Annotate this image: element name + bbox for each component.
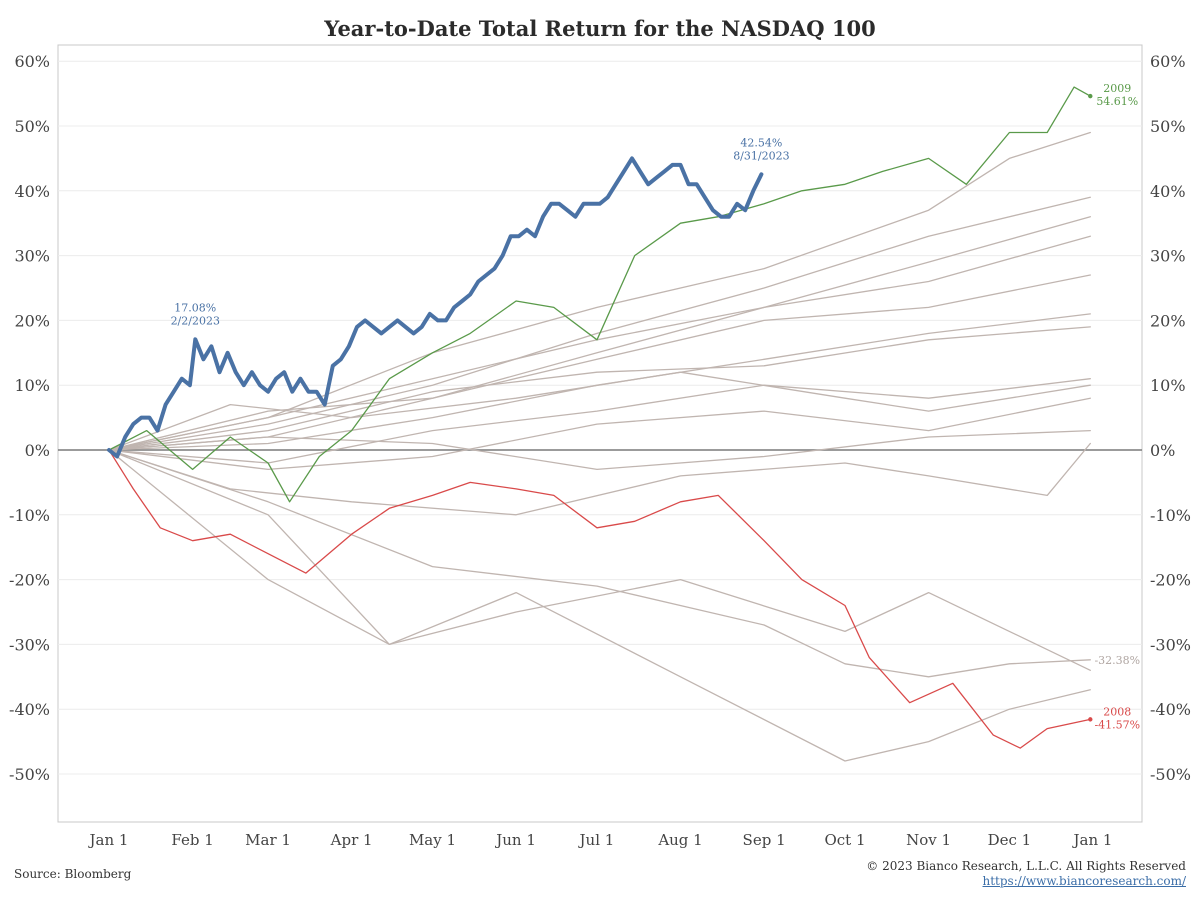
series-line-other xyxy=(108,449,1091,671)
x-tick-label: Jan 1 xyxy=(88,831,129,849)
y-tick-label-left: 0% xyxy=(25,441,50,460)
series-line-other xyxy=(108,449,1091,762)
y-tick-label-right: 0% xyxy=(1150,441,1175,460)
website-link[interactable]: https://www.biancoresearch.com/ xyxy=(982,874,1186,888)
data-label: 2009 xyxy=(1103,82,1131,95)
data-label: 2008 xyxy=(1103,705,1131,718)
source-note: Source: Bloomberg xyxy=(14,867,132,881)
y-tick-label-left: -30% xyxy=(9,635,50,654)
y-tick-label-right: -30% xyxy=(1150,635,1191,654)
y-tick-label-right: 40% xyxy=(1150,182,1186,201)
series-line-2009 xyxy=(108,86,1091,503)
x-tick-label: Jun 1 xyxy=(494,831,536,849)
y-tick-label-right: 60% xyxy=(1150,52,1186,71)
series-line-2008 xyxy=(108,449,1091,749)
series-line-other xyxy=(108,429,1091,471)
chart-title: Year-to-Date Total Return for the NASDAQ… xyxy=(324,16,876,41)
x-tick-label: Jan 1 xyxy=(1072,831,1113,849)
y-tick-label-left: 40% xyxy=(14,182,50,201)
y-tick-label-left: -50% xyxy=(9,765,50,784)
series-end-marker-2009 xyxy=(1088,93,1093,99)
data-label: -32.38% xyxy=(1094,654,1140,667)
data-label: 2/2/2023 xyxy=(171,314,220,327)
data-label: 17.08% xyxy=(174,301,216,314)
x-tick-label: Oct 1 xyxy=(824,831,865,849)
y-tick-label-right: 20% xyxy=(1150,311,1186,330)
x-tick-label: May 1 xyxy=(409,831,456,849)
x-tick-label: Aug 1 xyxy=(657,831,702,849)
copyright-note: © 2023 Bianco Research, L.L.C. All Right… xyxy=(866,859,1186,873)
y-tick-label-left: 20% xyxy=(14,311,50,330)
y-tick-label-right: 50% xyxy=(1150,117,1186,136)
x-tick-label: Jul 1 xyxy=(578,831,615,849)
y-tick-label-left: 50% xyxy=(14,117,50,136)
y-tick-label-left: 10% xyxy=(14,376,50,395)
data-label: 8/31/2023 xyxy=(733,149,789,162)
series-line-other xyxy=(108,235,1091,451)
series-line-other xyxy=(108,442,1091,516)
x-tick-label: Apr 1 xyxy=(330,831,373,849)
series-end-marker-2008 xyxy=(1088,717,1093,722)
y-tick-label-right: 30% xyxy=(1150,247,1186,266)
y-tick-label-left: 30% xyxy=(14,247,50,266)
plot-frame xyxy=(57,44,1143,823)
x-tick-label: Sep 1 xyxy=(743,831,786,849)
series-line-other xyxy=(108,397,1091,471)
series-line-other xyxy=(108,371,1091,451)
series-line-other xyxy=(108,196,1091,451)
data-label: -41.57% xyxy=(1094,718,1140,731)
data-label: 54.61% xyxy=(1096,95,1138,108)
y-tick-label-right: -10% xyxy=(1150,506,1191,525)
y-tick-label-right: 10% xyxy=(1150,376,1186,395)
data-label: 42.54% xyxy=(740,136,782,149)
series-line-other xyxy=(108,449,1091,678)
y-tick-label-right: -20% xyxy=(1150,571,1191,590)
x-tick-label: Nov 1 xyxy=(906,831,951,849)
series-line-other xyxy=(108,274,1091,451)
y-tick-label-right: -50% xyxy=(1150,765,1191,784)
x-tick-label: Dec 1 xyxy=(988,831,1032,849)
y-tick-label-left: -20% xyxy=(9,571,50,590)
y-tick-label-left: 60% xyxy=(14,52,50,71)
y-tick-label-left: -10% xyxy=(9,506,50,525)
series-line-other xyxy=(108,326,1091,451)
x-tick-label: Mar 1 xyxy=(245,831,291,849)
series-line-other xyxy=(108,131,1091,451)
y-tick-label-right: -40% xyxy=(1150,700,1191,719)
x-tick-label: Feb 1 xyxy=(171,831,213,849)
series-line-2023 xyxy=(107,156,764,459)
y-tick-label-left: -40% xyxy=(9,700,50,719)
